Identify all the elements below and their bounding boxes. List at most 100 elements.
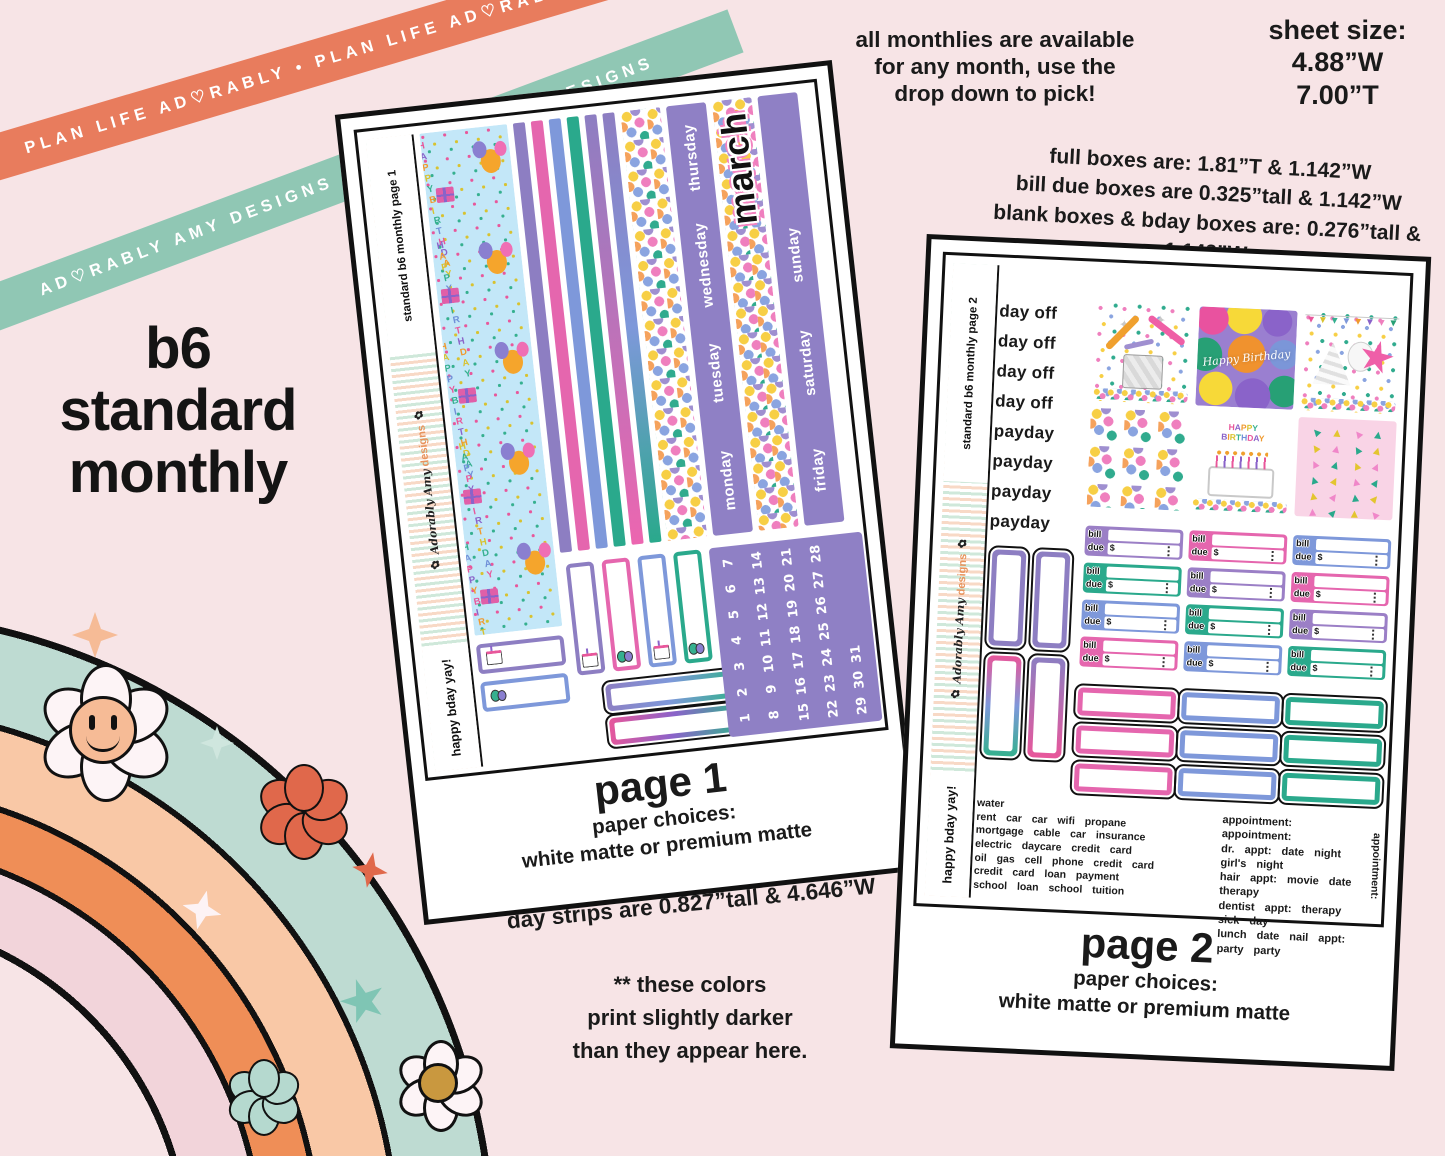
bill-name-field (1210, 570, 1283, 586)
cents-divider (1375, 555, 1378, 566)
currency-symbol: $ (1106, 616, 1112, 627)
bill-amount-field: $ (1207, 621, 1281, 636)
calendar-date: 20 (781, 572, 799, 593)
party-hat-glyph: ▲ (1371, 426, 1386, 443)
day-strip-label: tuesday (703, 341, 728, 404)
party-hat-glyph: ▲ (1323, 503, 1343, 521)
blank-quarter-box (1073, 682, 1181, 725)
calendar-date-cell: 29 (846, 691, 878, 720)
note-print-l2: print slightly darker (587, 1005, 793, 1030)
daisy-face (69, 696, 137, 764)
calendar-date: 18 (787, 624, 805, 645)
cents-divider (1269, 587, 1273, 598)
bill-amount-field: $ (1206, 658, 1279, 673)
day-strip: friday (793, 414, 845, 526)
party-hat-glyph: ▲ (1305, 487, 1321, 504)
bill-due-box: bill due $ (1080, 599, 1181, 634)
day-strip-spacer (757, 92, 809, 204)
calendar-date: 8 (767, 709, 784, 721)
calendar-date-cell: 6 (716, 575, 748, 604)
currency-symbol: $ (1317, 552, 1323, 563)
page2-side-label-bottom: happy bday yay! (940, 784, 959, 884)
cents-divider (1371, 629, 1375, 640)
note-print-l3: than they appear here. (572, 1038, 808, 1063)
script-side-text: appointment: (1368, 832, 1384, 900)
calendar-date-cell: 31 (841, 639, 873, 668)
party-hat-glyph: ▲ (1306, 438, 1324, 457)
calendar-date: 21 (778, 547, 796, 567)
bill-row-2: due $ (1086, 579, 1179, 595)
bill-name-field (1104, 602, 1178, 618)
balloon (493, 140, 508, 157)
balloon (538, 541, 552, 559)
calendar-date-cell: 5 (719, 601, 751, 630)
calendar-date-cell (832, 562, 864, 591)
march-title: march (712, 97, 767, 241)
bill-label: bill (1084, 602, 1099, 613)
bill-name-field (1106, 565, 1179, 581)
bill-amount-field: $ (1209, 584, 1283, 599)
bill-amount-field: $ (1315, 551, 1388, 567)
bill-row-2: due $ (1186, 657, 1279, 673)
calendar-date-cell: 14 (742, 546, 774, 575)
bill-label: bill (1088, 528, 1102, 539)
party-hat-glyph: ▲ (1367, 473, 1386, 492)
blank-quarter-box (1173, 763, 1281, 805)
balloon (499, 241, 514, 258)
calendar-date: 4 (729, 635, 746, 647)
bill-row-2: due $ (1084, 615, 1177, 632)
bill-due-box: bill due $ (1287, 645, 1387, 681)
day-strip-label: friday (807, 447, 830, 493)
party-hat-glyph: ▲ (1347, 473, 1363, 490)
due-label: due (1087, 541, 1104, 553)
party-hat-glyph: ▲ (1348, 440, 1366, 459)
calendar-date-cell (838, 614, 870, 643)
calendar-date: 28 (807, 543, 825, 564)
confetti-pile (1093, 387, 1188, 403)
currency-symbol: $ (1211, 584, 1218, 595)
balloon-cluster-icon (493, 339, 532, 377)
balloon-cluster-icon (515, 540, 554, 578)
calendar-date: 24 (819, 647, 836, 667)
bill-amount-field: $ (1311, 625, 1385, 641)
calendar-date: 31 (848, 644, 865, 664)
calendar-date: 17 (789, 650, 807, 671)
day-strip: monday (701, 424, 753, 536)
bunting-flag: ▼ (1388, 318, 1399, 330)
day-strip: wednesday (678, 209, 730, 321)
bill-row-2: due $ (1191, 546, 1284, 562)
word-sticker: payday (992, 451, 1054, 473)
bill-row-2: due $ (1082, 652, 1175, 669)
calendar-date-cell: 23 (814, 668, 846, 697)
party-hat-icon (1312, 342, 1352, 386)
tall-box-gradient-2 (1022, 653, 1071, 763)
balloon (521, 442, 536, 459)
note-sheet-size-l2: 4.88”W (1291, 47, 1384, 78)
party-hat-glyph: ▲ (1305, 471, 1322, 489)
bill-row-2: due $ (1290, 662, 1383, 678)
currency-symbol: $ (1210, 621, 1216, 632)
cake-icon (581, 652, 599, 668)
party-hat-glyph: ▲ (1348, 424, 1367, 443)
word-sticker: payday (990, 481, 1052, 503)
gradient-blank-box-1 (600, 664, 740, 718)
bill-due-boxes: bill due $ bill due $ bill due $ bill due $ bill due $… (1079, 525, 1392, 681)
gold-daisy-icon (390, 1035, 490, 1132)
bunting-flag: ▼ (1305, 314, 1317, 326)
calendar-date-cell (829, 536, 861, 565)
bunting-flag: ▼ (1352, 316, 1364, 328)
due-label: due (1084, 615, 1101, 627)
day-strip-label: wednesday (690, 221, 717, 309)
bunting-flag: ▼ (1376, 317, 1387, 329)
daisy-smiley-icon (28, 655, 179, 805)
calendar-date-cell: 28 (800, 539, 832, 568)
cents-divider (1165, 583, 1169, 593)
calendar-date-cell: 7 (713, 549, 745, 578)
cents-divider (1370, 666, 1373, 677)
cents-divider (1271, 550, 1274, 561)
currency-symbol: $ (1213, 547, 1219, 558)
note-sheet-size-l3: 7.00”T (1296, 79, 1379, 110)
calendar-date-cell: 17 (783, 646, 815, 675)
